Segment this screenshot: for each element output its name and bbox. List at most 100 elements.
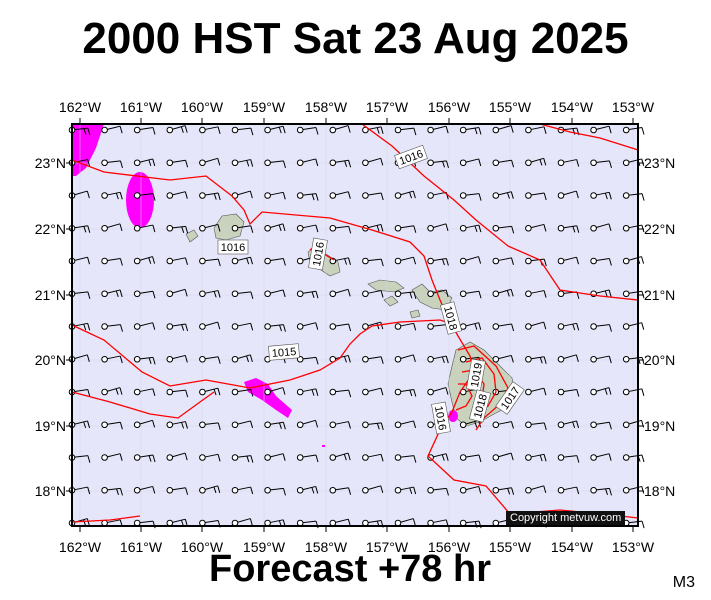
wind-barb — [199, 355, 221, 364]
isobar-label: 1015 — [271, 346, 296, 360]
wind-barb — [362, 192, 384, 201]
wind-barb — [557, 322, 580, 331]
wind-barb — [264, 223, 286, 232]
wind-barb — [394, 486, 417, 495]
wind-barb — [264, 125, 286, 134]
wind-barb — [525, 421, 547, 430]
wind-barb — [264, 421, 286, 430]
lon-label: 162°W — [59, 539, 102, 555]
wind-barb — [101, 323, 123, 332]
wind-barb — [459, 454, 482, 463]
wind-barb — [525, 321, 547, 330]
rain-speck — [322, 445, 325, 447]
wind-barb — [133, 388, 156, 396]
wind-barb — [199, 321, 221, 330]
wind-barb — [362, 157, 384, 167]
wind-barb — [557, 354, 579, 363]
wind-barb — [329, 354, 351, 363]
wind-barb — [329, 257, 351, 265]
isobar-label: 1016 — [221, 242, 245, 254]
rain-area-159w — [244, 378, 292, 418]
lon-label: 156°W — [428, 99, 471, 115]
wind-barb — [492, 125, 514, 134]
wind-barb — [296, 519, 319, 529]
wind-barb — [459, 290, 482, 299]
wind-barb — [394, 322, 417, 331]
wind-barb — [525, 223, 547, 232]
wind-barb — [264, 257, 286, 266]
wind-barb — [296, 454, 319, 463]
wind-barb — [622, 256, 645, 265]
wind-barb — [264, 323, 286, 332]
wind-barb — [362, 126, 384, 134]
wind-barb — [329, 159, 352, 168]
wind-barb — [231, 322, 254, 331]
wind-barb — [101, 159, 123, 168]
lon-label: 162°W — [59, 99, 102, 115]
wind-barb — [296, 158, 319, 167]
wind-barb — [557, 388, 580, 397]
wind-barb — [362, 290, 384, 298]
wind-barb — [199, 453, 221, 462]
wind-barb — [394, 190, 416, 199]
wind-barb — [557, 190, 579, 199]
wind-barb — [231, 159, 254, 167]
wind-barb — [264, 486, 286, 496]
wind-barb — [296, 485, 319, 494]
wind-barb — [459, 126, 482, 135]
wind-barb — [557, 486, 580, 495]
wind-barb — [329, 191, 351, 199]
isobar-labels: 1016 1016 1016 1015 1018 1019 1017 1018 — [217, 144, 525, 435]
wind-barb — [362, 387, 384, 396]
wind-barb — [296, 224, 319, 233]
wind-barb — [590, 453, 612, 461]
wind-barb — [329, 125, 351, 134]
wind-barb — [557, 159, 580, 167]
wind-barb — [166, 224, 189, 234]
wind-barb — [492, 323, 515, 332]
wind-barb — [101, 191, 123, 200]
wind-barb — [264, 519, 286, 527]
lon-label: 160°W — [181, 539, 224, 555]
isobar-label: 1016 — [432, 405, 448, 431]
wind-barb — [329, 421, 351, 429]
wind-barb — [296, 192, 319, 201]
wind-barb — [590, 223, 612, 232]
wind-barb — [492, 452, 514, 461]
lon-labels-bottom: 162°W 161°W 160°W 159°W 158°W 157°W 156°… — [59, 539, 655, 555]
wind-barb — [590, 486, 612, 496]
map-frame — [71, 123, 639, 527]
wind-barb — [101, 453, 123, 461]
wind-barb — [362, 485, 384, 494]
wind-barb — [427, 355, 449, 364]
lon-label: 159°W — [243, 99, 286, 115]
wind-barb — [231, 486, 254, 495]
wind-barb — [329, 288, 351, 298]
wind-barb — [199, 192, 221, 201]
graticule — [72, 124, 638, 526]
wind-barb — [394, 256, 417, 265]
wind-barb — [492, 288, 514, 298]
isobar-line — [539, 123, 639, 151]
wind-barb — [133, 322, 156, 330]
island-niihau — [185, 229, 199, 243]
lat-label: 21°N — [644, 287, 675, 303]
wind-barb — [199, 126, 221, 134]
wind-barb — [492, 486, 515, 495]
wind-barb — [166, 452, 188, 461]
wind-barb — [590, 323, 612, 332]
wind-barb — [133, 126, 156, 135]
wind-barb — [329, 452, 351, 461]
lat-label: 21°N — [35, 287, 66, 303]
wind-barb — [622, 322, 645, 330]
wind-barb — [590, 257, 612, 266]
lat-labels-left: 23°N 22°N 21°N 20°N 19°N 18°N — [35, 155, 66, 499]
wind-barb — [199, 223, 221, 232]
wind-barb — [459, 224, 482, 233]
wind-barb — [264, 387, 286, 396]
wind-barb — [590, 387, 612, 396]
wind-barb — [296, 419, 319, 429]
wind-barb — [296, 388, 319, 396]
lon-label: 161°W — [120, 99, 163, 115]
lat-label: 20°N — [644, 352, 675, 368]
